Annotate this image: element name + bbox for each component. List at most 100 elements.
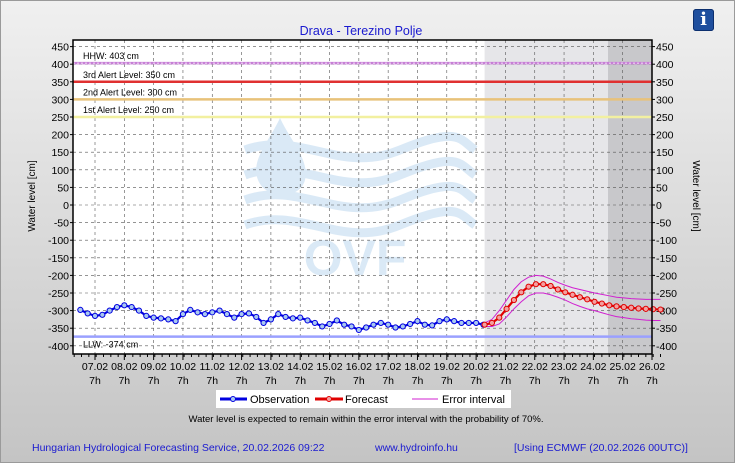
x-tick-sublabel: 7h (89, 375, 101, 387)
y-tick-label-left: 200 (51, 130, 69, 142)
forecast-point (547, 282, 554, 290)
legend-observation: Observation (250, 394, 309, 406)
x-tick-sublabel: 7h (265, 375, 277, 387)
x-tick-sublabel: 7h (206, 375, 218, 387)
watermark-wave (243, 206, 478, 238)
observation-point (399, 323, 406, 330)
plot-frame (72, 39, 653, 355)
x-tick-label: 21.02 (492, 361, 518, 373)
legend: Observation Forecast Error interval (216, 390, 511, 408)
y-tick-label-right: -400 (656, 341, 677, 353)
y-tick-label-left: 250 (51, 112, 69, 124)
x-tick-label: 24.02 (580, 361, 606, 373)
observation-point (407, 320, 414, 328)
observation-point (113, 303, 121, 311)
forecast-point (657, 306, 664, 313)
forecast-point (591, 298, 598, 305)
forecast-point (510, 296, 518, 304)
observation-point (436, 318, 443, 325)
observation-point (84, 310, 91, 317)
observation-point (341, 321, 348, 328)
forecast-point (584, 296, 591, 303)
observation-point (194, 309, 201, 316)
y-tick-label-right: 100 (656, 165, 674, 177)
observation-point (304, 317, 311, 324)
x-tick-sublabel: 7h (500, 375, 512, 387)
observation-point (429, 322, 436, 329)
x-tick-sublabel: 7h (118, 375, 130, 387)
watermark-wave (243, 156, 478, 188)
y-tick-label-left: 150 (51, 147, 69, 159)
probability-note: Water level is expected to remain within… (188, 414, 543, 425)
watermark-wave (243, 181, 478, 213)
y-tick-label-left: 50 (57, 182, 69, 194)
x-tick-sublabel: 7h (353, 375, 365, 387)
observation-point (333, 317, 340, 324)
x-tick-sublabel: 7h (324, 375, 336, 387)
observation-point (231, 314, 238, 321)
forecast-point (496, 314, 503, 321)
x-tick-label: 12.02 (228, 361, 254, 373)
legend-error-interval: Error interval (442, 394, 505, 406)
observation-point (370, 321, 377, 328)
x-tick-sublabel: 7h (294, 375, 306, 387)
x-tick-label: 25.02 (610, 361, 636, 373)
x-tick-sublabel: 7h (441, 375, 453, 387)
observation-point (473, 319, 480, 327)
y-tick-label-left: 400 (51, 59, 69, 71)
forecast-point (488, 319, 496, 327)
x-tick-label: 14.02 (287, 361, 313, 373)
info-icon[interactable]: i (693, 9, 714, 31)
forecast-point (554, 286, 561, 293)
y-tick-label-right: -350 (656, 323, 677, 335)
level-label-alert-2: 2nd Alert Level: 300 cm (83, 87, 177, 97)
observation-point (348, 323, 355, 330)
x-tick-label: 17.02 (375, 361, 401, 373)
x-tick-sublabel: 7h (470, 375, 482, 387)
observation-point (421, 321, 428, 328)
observation-point (179, 311, 187, 318)
y-tick-label-right: 50 (656, 182, 668, 194)
extended-forecast-region (608, 40, 652, 354)
observation-point (121, 302, 128, 309)
observation-point (267, 316, 274, 323)
observation-point (172, 318, 179, 325)
observation-point (392, 324, 399, 331)
x-tick-sublabel: 7h (412, 375, 424, 387)
y-tick-label-left: -50 (54, 218, 69, 230)
observation-point (128, 303, 135, 311)
x-tick-label: 19.02 (434, 361, 460, 373)
level-label-alert-3: 3rd Alert Level: 350 cm (83, 70, 175, 80)
x-tick-label: 23.02 (551, 361, 577, 373)
x-tick-label: 16.02 (346, 361, 372, 373)
x-tick-sublabel: 7h (148, 375, 160, 387)
forecast-point (518, 289, 525, 296)
x-tick-label: 13.02 (258, 361, 284, 373)
x-tick-label: 09.02 (140, 361, 166, 373)
observation-point (106, 307, 113, 314)
observation-point (253, 313, 260, 321)
x-tick-label: 07.02 (82, 361, 108, 373)
watermark-drop (256, 118, 306, 195)
legend-observation-marker (230, 396, 236, 402)
forecast-point (606, 302, 613, 309)
observation-point (91, 312, 99, 319)
y-tick-label-right: -250 (656, 288, 677, 300)
x-tick-sublabel: 7h (558, 375, 570, 387)
observation-point (289, 315, 296, 322)
y-tick-label-left: -150 (48, 253, 69, 265)
legend-forecast: Forecast (345, 394, 388, 406)
x-tick-label: 11.02 (200, 361, 226, 373)
footer-website-link[interactable]: www.hydroinfo.hu (374, 442, 458, 454)
level-label-alert-1: 1st Alert Level: 250 cm (83, 105, 174, 115)
forecast-point (562, 289, 569, 296)
x-tick-sublabel: 7h (382, 375, 394, 387)
forecast-point (620, 303, 627, 311)
observation-point (77, 306, 84, 313)
legend-forecast-marker (326, 396, 332, 402)
forecast-point (628, 304, 635, 311)
forecast-point (525, 283, 532, 290)
observation-point (260, 319, 267, 327)
y-tick-label-right: 250 (656, 112, 674, 124)
